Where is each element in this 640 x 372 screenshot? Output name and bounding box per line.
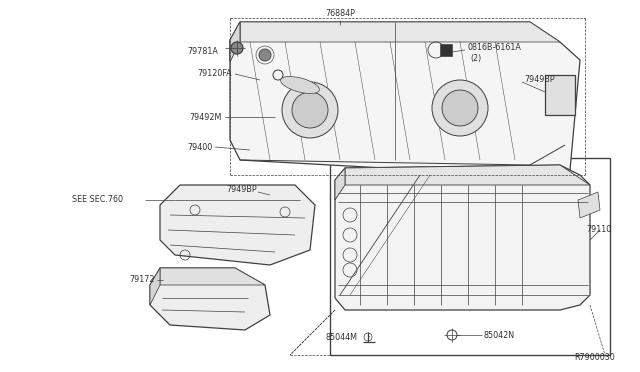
Text: 85042N: 85042N	[484, 330, 515, 340]
Polygon shape	[160, 268, 265, 285]
Polygon shape	[230, 22, 240, 60]
Polygon shape	[230, 22, 580, 175]
Text: 79400: 79400	[188, 142, 213, 151]
Text: SEE SEC.760: SEE SEC.760	[72, 196, 123, 205]
Polygon shape	[335, 168, 345, 200]
Text: 79120FA: 79120FA	[197, 70, 232, 78]
Text: 79781A: 79781A	[187, 48, 218, 57]
Text: 7949BP: 7949BP	[227, 186, 257, 195]
Polygon shape	[230, 22, 240, 62]
Ellipse shape	[280, 77, 319, 93]
Text: 7949BP: 7949BP	[524, 76, 555, 84]
Text: 79492M: 79492M	[189, 112, 222, 122]
Polygon shape	[150, 268, 270, 330]
Text: 79172: 79172	[129, 276, 155, 285]
Circle shape	[231, 42, 243, 54]
Circle shape	[282, 82, 338, 138]
Polygon shape	[345, 165, 590, 185]
Text: 79110: 79110	[587, 225, 612, 234]
Text: R7900030: R7900030	[574, 353, 615, 362]
Circle shape	[292, 92, 328, 128]
Polygon shape	[335, 165, 590, 310]
Circle shape	[442, 90, 478, 126]
Text: 85044M: 85044M	[326, 334, 358, 343]
Polygon shape	[545, 75, 575, 115]
Text: (2): (2)	[470, 55, 481, 64]
Polygon shape	[160, 185, 315, 265]
Bar	[440, 44, 452, 56]
Text: 0816B-6161A: 0816B-6161A	[467, 44, 521, 52]
Polygon shape	[150, 268, 160, 305]
Polygon shape	[578, 192, 600, 218]
Text: 76884P: 76884P	[325, 10, 355, 19]
Circle shape	[432, 80, 488, 136]
Polygon shape	[240, 22, 560, 42]
Circle shape	[259, 49, 271, 61]
